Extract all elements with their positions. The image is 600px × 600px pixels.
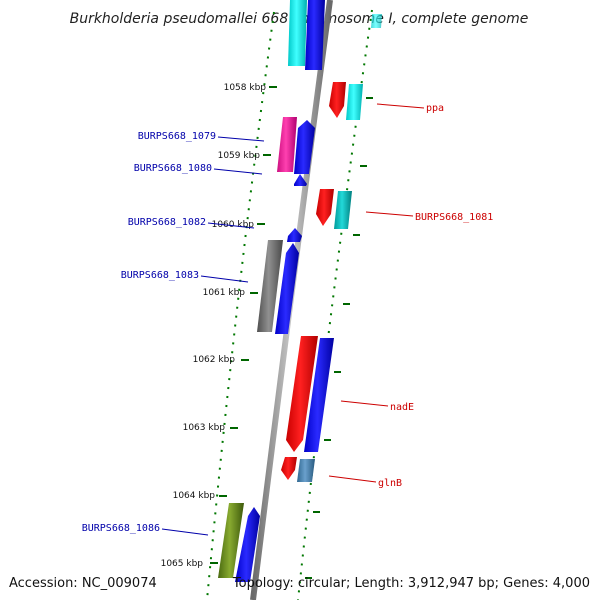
steel-feature-glnB [297, 459, 315, 482]
gray-feature [257, 240, 283, 332]
ppa-cyan-feature [346, 84, 363, 120]
top-cyan-feature [288, 0, 307, 66]
pink-feature [277, 117, 297, 172]
blue-cds-1086 [235, 507, 260, 582]
blue-cds-1083 [275, 243, 299, 334]
tick-label: 1059 kbp [218, 151, 261, 161]
gene-labels: BURPS668_1079 BURPS668_1080 BURPS668_108… [82, 103, 494, 534]
blue-cds-nadE [304, 338, 334, 452]
red-cds-1081 [316, 189, 334, 226]
blue-cds-1079 [294, 120, 315, 174]
dotted-ring-left [206, 11, 275, 600]
blue-small-cds-1080 [294, 174, 307, 186]
accession-text: Accession: NC_009074 [9, 576, 157, 591]
tick-label: 1058 kbp [224, 83, 267, 93]
top-small-cyan [371, 14, 382, 28]
teal-feature-1081 [334, 191, 352, 229]
topology-text: Topology: circular; Length: 3,912,947 bp… [232, 576, 590, 591]
tick-label: 1065 kbp [161, 559, 204, 569]
tick-label: 1061 kbp [203, 288, 246, 298]
leader-lines [161, 103, 425, 536]
tick-label: 1063 kbp [183, 423, 226, 433]
red-cds-nadE [286, 336, 318, 452]
gene-label-ppa: ppa [426, 103, 444, 114]
tick-marks [210, 86, 373, 579]
gene-label-BURPS668_1080: BURPS668_1080 [134, 163, 212, 174]
gene-label-BURPS668_1081: BURPS668_1081 [415, 212, 493, 223]
gene-label-BURPS668_1082: BURPS668_1082 [128, 217, 206, 228]
top-blue-cds [305, 0, 325, 70]
gene-label-BURPS668_1079: BURPS668_1079 [138, 131, 216, 142]
tick-labels: 1058 kbp 1059 kbp 1060 kbp 1061 kbp 1062… [161, 83, 267, 569]
tick-label: 1060 kbp [212, 220, 255, 230]
ppa-red-cds [329, 82, 346, 118]
gene-label-nadE: nadE [390, 402, 414, 413]
olive-feature [218, 503, 244, 578]
blue-small-cds-1082 [287, 228, 302, 242]
tick-label: 1064 kbp [173, 491, 216, 501]
gene-label-BURPS668_1086: BURPS668_1086 [82, 523, 160, 534]
tick-label: 1062 kbp [193, 355, 236, 365]
red-cds-glnB [281, 457, 297, 480]
gene-label-glnB: glnB [378, 478, 402, 489]
gene-label-BURPS668_1083: BURPS668_1083 [121, 270, 199, 281]
